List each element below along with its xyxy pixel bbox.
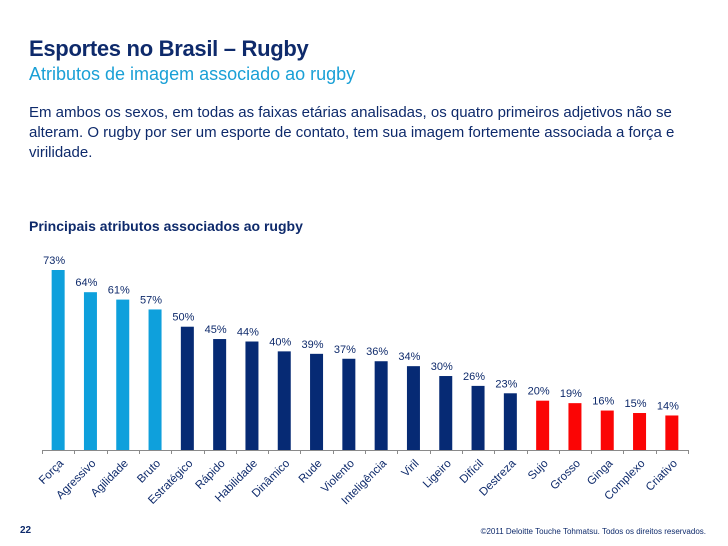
value-label: 40% bbox=[269, 336, 291, 348]
bar bbox=[180, 326, 194, 450]
value-label: 61% bbox=[108, 285, 130, 297]
value-label: 23% bbox=[495, 378, 517, 390]
x-axis bbox=[42, 450, 689, 454]
category-label: Ligeiro bbox=[421, 458, 454, 491]
bar bbox=[471, 385, 485, 450]
bar bbox=[503, 393, 517, 450]
category-label: Destreza bbox=[477, 457, 518, 498]
bar bbox=[665, 415, 679, 450]
bar bbox=[277, 351, 291, 450]
category-label: Ginga bbox=[585, 457, 616, 488]
value-label: 57% bbox=[140, 294, 162, 306]
value-label: 45% bbox=[205, 324, 227, 336]
value-label: 44% bbox=[237, 327, 259, 339]
bar bbox=[600, 410, 614, 450]
page-number: 22 bbox=[20, 525, 32, 536]
category-label: Grosso bbox=[548, 458, 583, 493]
value-labels: 73% 64% 61% 57% 50% 45% 44% 40% 39% 37% 36% 34% 30% 2… bbox=[43, 255, 679, 412]
value-label: 14% bbox=[657, 400, 679, 412]
bar bbox=[213, 339, 227, 450]
value-label: 36% bbox=[366, 346, 388, 358]
bar bbox=[310, 353, 324, 450]
value-label: 30% bbox=[431, 361, 453, 373]
value-label: 37% bbox=[334, 344, 356, 356]
bar bbox=[116, 299, 130, 450]
value-label: 73% bbox=[43, 255, 65, 267]
page-subtitle: Atributos de imagem associado ao rugby bbox=[29, 64, 356, 84]
bar bbox=[536, 400, 550, 450]
category-label: Bruto bbox=[135, 458, 163, 486]
bar bbox=[439, 376, 453, 450]
bar bbox=[83, 292, 97, 450]
value-label: 39% bbox=[302, 339, 324, 351]
category-label: Sujo bbox=[526, 458, 551, 483]
copyright-text: ©2011 Deloitte Touche Tohmatsu. Todos os… bbox=[480, 527, 706, 536]
value-label: 50% bbox=[172, 312, 194, 324]
chart-title: Principais atributos associados ao rugby bbox=[29, 218, 303, 234]
category-label: Criativo bbox=[644, 458, 680, 494]
value-label: 34% bbox=[398, 351, 420, 363]
category-label: Viril bbox=[400, 458, 422, 480]
bar bbox=[633, 413, 647, 450]
bar bbox=[148, 309, 162, 450]
value-label: 26% bbox=[463, 371, 485, 383]
bar bbox=[245, 341, 259, 450]
value-label: 16% bbox=[592, 396, 614, 408]
value-label: 15% bbox=[625, 398, 647, 410]
bars-group bbox=[51, 270, 679, 450]
bar bbox=[51, 270, 65, 450]
category-label: Força bbox=[37, 457, 67, 487]
value-label: 19% bbox=[560, 388, 582, 400]
category-label: Difícil bbox=[458, 458, 486, 486]
bar bbox=[406, 366, 420, 450]
value-label: 64% bbox=[75, 277, 97, 289]
value-label: 20% bbox=[528, 386, 550, 398]
page-title: Esportes no Brasil – Rugby bbox=[29, 36, 309, 61]
description-text: Em ambos os sexos, em todas as faixas et… bbox=[29, 104, 675, 161]
category-label: Rude bbox=[297, 458, 325, 486]
bar bbox=[342, 358, 356, 450]
bar bbox=[568, 403, 582, 450]
bar bbox=[374, 361, 388, 450]
